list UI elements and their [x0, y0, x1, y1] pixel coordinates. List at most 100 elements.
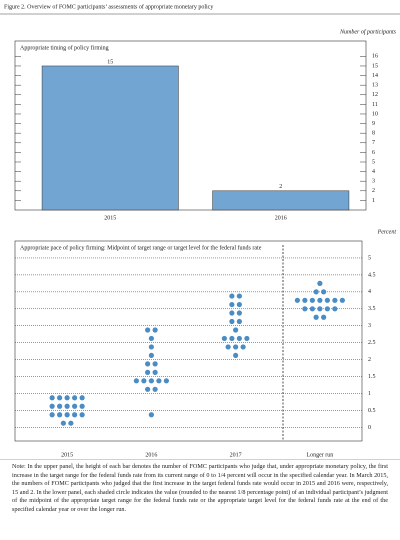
dot [60, 420, 66, 426]
dot [236, 310, 242, 316]
y-tick-label: 13 [372, 83, 378, 89]
dot [317, 297, 323, 303]
dot [324, 306, 330, 312]
dot [133, 378, 139, 384]
y-tick-label: 2 [372, 188, 375, 194]
dot [236, 318, 242, 325]
dot [152, 327, 158, 333]
dot [233, 327, 239, 333]
unit-label: Number of participants [339, 28, 397, 35]
dot [64, 395, 70, 401]
dot [236, 335, 242, 342]
dot [163, 378, 169, 384]
panel [14, 40, 367, 211]
dot [233, 352, 239, 359]
dot [321, 289, 327, 295]
dot [148, 352, 154, 359]
dot [57, 395, 63, 401]
value-label: 15 [107, 59, 113, 65]
y-tick-label: 8 [372, 131, 375, 137]
dot [64, 412, 70, 418]
dot [152, 361, 158, 367]
figure: Figure 2. Overview of FOMC participants’… [0, 3, 400, 460]
dot [244, 335, 250, 342]
y-tick-label: 1 [372, 198, 375, 204]
dot [64, 403, 70, 409]
x-tick-label: 2016 [145, 452, 157, 458]
x-tick-label: Longer run [306, 452, 333, 458]
dot [79, 395, 85, 401]
dot [229, 318, 235, 325]
dot [225, 344, 231, 350]
x-tick-label: 2017 [230, 452, 242, 458]
dot [317, 280, 323, 286]
dot [302, 297, 308, 303]
y-tick-label: 3 [372, 179, 375, 185]
dot [49, 403, 55, 409]
notes: Note: In the upper panel, the height of … [12, 463, 388, 513]
dot [309, 297, 315, 303]
dot [148, 378, 154, 384]
y-tick-label: 11 [372, 102, 378, 108]
dot [233, 344, 239, 350]
panel-title: Appropriate timing of policy firming [20, 44, 109, 51]
dot [72, 412, 78, 418]
panel-title: Appropriate pace of policy firming: Midp… [20, 244, 262, 251]
y-tick-label: 2 [368, 357, 371, 363]
dot [339, 297, 345, 303]
figure-title: Figure 2. Overview of FOMC participants’… [4, 3, 213, 10]
dot [309, 306, 315, 312]
dot [324, 297, 330, 303]
dot [229, 310, 235, 316]
dot [72, 395, 78, 401]
dot [240, 344, 246, 350]
value-label: 2 [279, 184, 282, 190]
dot [332, 306, 338, 312]
y-tick-label: 3 [368, 323, 371, 329]
dot [229, 335, 235, 342]
dot [49, 412, 55, 418]
dot [79, 403, 85, 409]
y-tick-label: 1.5 [368, 374, 376, 380]
unit-label: Percent [377, 229, 397, 235]
y-tick-label: 15 [372, 63, 378, 69]
dot [313, 314, 319, 320]
y-tick-label: 12 [372, 92, 378, 98]
bar [41, 65, 179, 211]
y-tick-label: 0 [368, 425, 371, 431]
dot [145, 369, 151, 375]
y-tick-label: 6 [372, 150, 375, 156]
dot [229, 301, 235, 308]
dot [332, 297, 338, 303]
dot [57, 412, 63, 418]
y-tick-label: 9 [372, 121, 375, 127]
y-tick-label: 10 [372, 111, 378, 117]
dot [317, 306, 323, 312]
dot [236, 301, 242, 308]
dot [321, 314, 327, 320]
dot [229, 293, 235, 299]
dot [57, 403, 63, 409]
dot [236, 293, 242, 299]
y-tick-label: 1 [368, 391, 371, 397]
dot [152, 369, 158, 375]
bar [212, 190, 350, 211]
dot [141, 378, 147, 384]
y-tick-label: 2.5 [368, 340, 376, 346]
dot [148, 412, 154, 418]
dot [294, 297, 300, 303]
dot [145, 386, 151, 392]
dot [148, 335, 154, 342]
y-tick-label: 7 [372, 140, 375, 146]
y-tick-label: 14 [372, 73, 378, 79]
x-tick-label: 2015 [61, 452, 73, 458]
y-tick-label: 3.5 [368, 306, 376, 312]
x-tick-label: 2016 [275, 215, 287, 221]
panel [14, 240, 363, 442]
y-tick-label: 5 [368, 255, 371, 261]
dot [313, 289, 319, 295]
y-tick-label: 0.5 [368, 408, 376, 414]
dot [221, 335, 227, 342]
dot [302, 306, 308, 312]
